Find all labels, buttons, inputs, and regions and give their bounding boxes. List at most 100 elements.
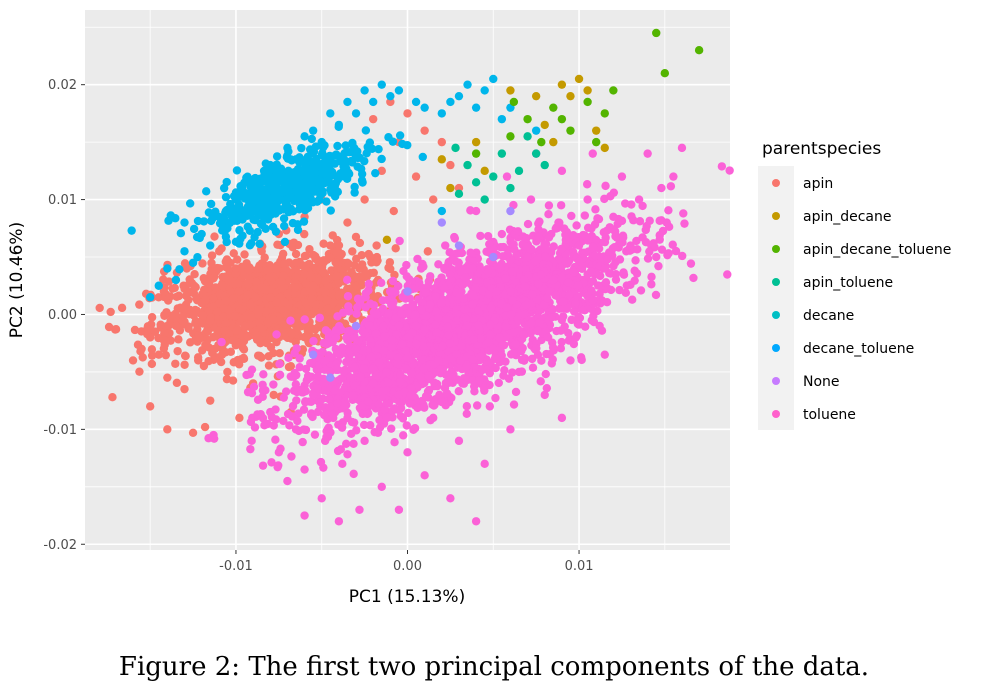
point-toluene xyxy=(619,268,628,277)
point-apin xyxy=(234,286,244,296)
point-decane xyxy=(255,182,264,192)
point-decane xyxy=(454,91,464,101)
point-decane xyxy=(163,264,172,273)
point-toluene xyxy=(657,245,667,254)
point-apin xyxy=(361,270,370,279)
point-apin xyxy=(454,183,464,193)
point-apin xyxy=(229,249,238,258)
point-apin xyxy=(117,303,127,313)
point-decane xyxy=(300,132,309,141)
point-toluene xyxy=(352,309,361,319)
point-apin xyxy=(156,320,165,329)
point-toluene xyxy=(544,210,553,219)
point-toluene xyxy=(457,342,466,351)
point-decane xyxy=(257,189,266,199)
point-decane xyxy=(489,74,498,84)
point-apin xyxy=(203,327,213,336)
point-toluene xyxy=(258,461,268,470)
point-apin xyxy=(106,307,115,317)
point-decane xyxy=(281,195,291,205)
point-apin xyxy=(95,303,104,313)
point-toluene xyxy=(315,313,325,323)
point-decane xyxy=(348,138,357,148)
point-toluene xyxy=(574,320,584,329)
point-toluene xyxy=(320,356,330,365)
point-toluene xyxy=(486,303,496,313)
point-decane xyxy=(127,226,136,235)
point-decane xyxy=(322,197,331,206)
point-toluene xyxy=(446,372,456,381)
point-toluene xyxy=(556,201,566,210)
point-apin xyxy=(171,359,180,368)
point-toluene xyxy=(610,227,620,236)
point-apin xyxy=(138,353,147,362)
point-toluene xyxy=(564,328,573,338)
point-toluene xyxy=(444,330,453,340)
point-toluene xyxy=(543,294,552,303)
point-apin xyxy=(108,392,117,402)
point-decane xyxy=(221,206,231,216)
point-apin xyxy=(159,287,169,296)
point-toluene xyxy=(348,391,358,401)
point-toluene xyxy=(401,364,411,373)
point-apin xyxy=(207,251,217,260)
point-apin xyxy=(210,232,219,241)
point-toluene xyxy=(532,344,541,353)
point-apin xyxy=(180,360,189,369)
point-toluene xyxy=(498,340,507,350)
point-toluene xyxy=(402,260,411,270)
point-toluene xyxy=(630,276,639,285)
point-apin xyxy=(219,304,228,313)
point-toluene xyxy=(509,349,518,358)
point-toluene xyxy=(246,444,255,454)
point-toluene xyxy=(258,380,267,389)
point-toluene xyxy=(349,418,359,427)
point-toluene xyxy=(343,275,352,285)
point-apin xyxy=(373,256,382,265)
point-decane xyxy=(334,120,344,130)
point-toluene xyxy=(459,294,468,303)
point-apin xyxy=(179,311,188,321)
point-apin xyxy=(154,350,163,359)
point-toluene xyxy=(557,274,567,283)
point-apin xyxy=(173,346,182,356)
point-decane xyxy=(304,187,313,196)
point-apin xyxy=(239,353,248,363)
point-apin xyxy=(272,264,281,274)
point-apin xyxy=(244,265,254,275)
point-apin xyxy=(220,273,230,282)
point-apin xyxy=(231,264,241,273)
point-toluene xyxy=(655,231,664,240)
point-toluene xyxy=(513,227,523,236)
point-decane xyxy=(260,204,270,213)
point-toluene xyxy=(399,431,408,440)
point-apin xyxy=(277,277,286,287)
point-apin xyxy=(372,241,381,250)
point-decane xyxy=(398,139,407,149)
point-apin xyxy=(237,305,247,314)
point-toluene xyxy=(582,180,592,189)
point-toluene xyxy=(573,281,583,290)
point-toluene xyxy=(306,358,315,368)
point-decane xyxy=(231,188,241,197)
point-toluene xyxy=(271,435,280,444)
point-apin xyxy=(172,378,182,388)
point-toluene xyxy=(414,295,423,304)
point-toluene xyxy=(638,201,647,211)
point-decane xyxy=(274,172,284,181)
point-toluene xyxy=(341,439,351,449)
point-toluene xyxy=(275,370,285,380)
point-apin xyxy=(213,307,222,316)
point-toluene xyxy=(556,326,566,335)
point-apin xyxy=(299,261,308,270)
point-toluene xyxy=(483,278,492,287)
point-apin xyxy=(254,264,263,273)
point-toluene xyxy=(359,384,368,394)
point-toluene xyxy=(517,355,527,365)
point-toluene xyxy=(631,256,640,265)
point-toluene xyxy=(557,315,567,325)
point-decane xyxy=(278,188,287,197)
point-decane xyxy=(214,212,224,222)
point-apin xyxy=(332,271,342,281)
point-apin xyxy=(269,390,278,400)
